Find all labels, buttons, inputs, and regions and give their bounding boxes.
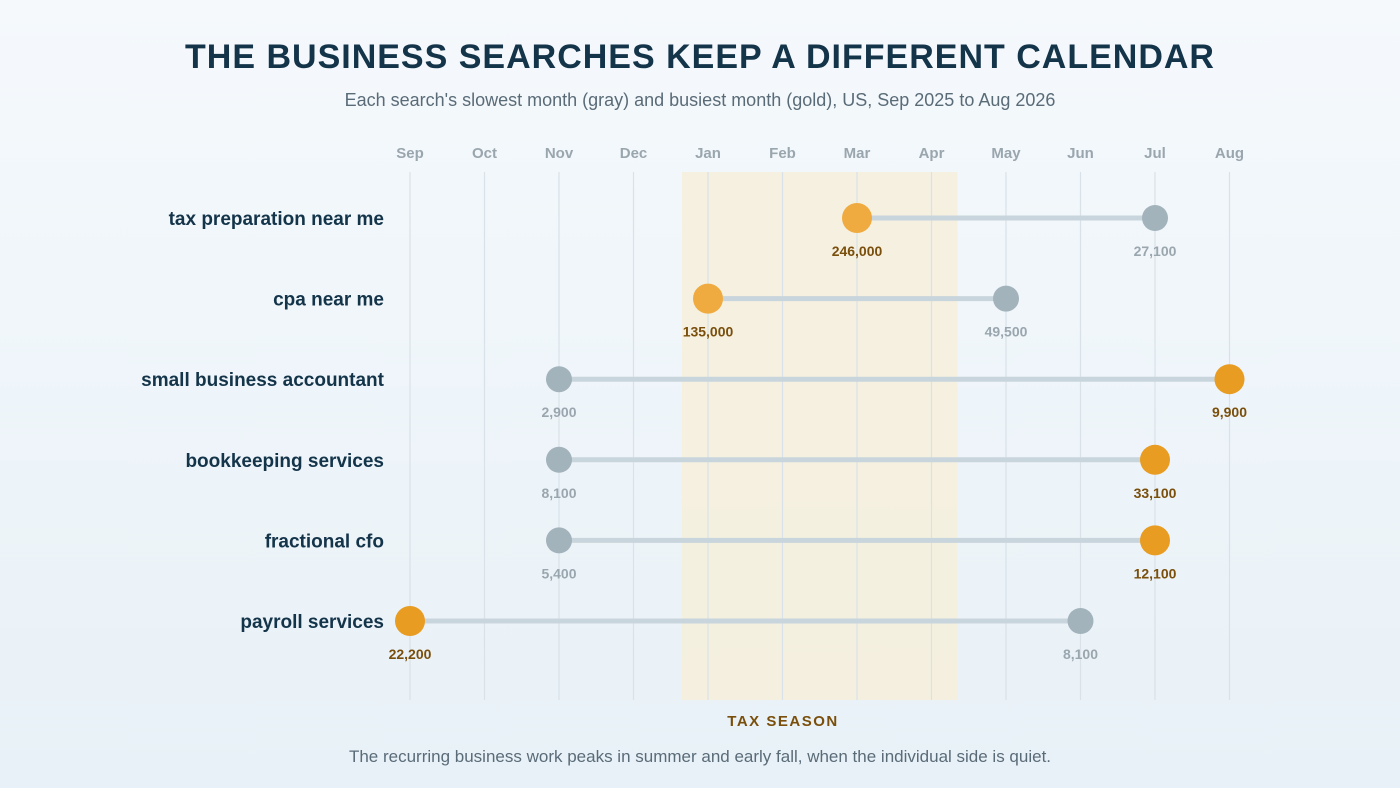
low-value-label: 27,100 [1134,243,1177,259]
dumbbell-rows: tax preparation near me 27,100 246,000 cpa … [141,203,1247,662]
high-value-label: 33,100 [1134,485,1177,501]
low-point [993,285,1019,312]
low-point [1142,205,1168,231]
high-point [395,606,425,636]
series-label: fractional cfo [265,531,384,552]
tax-season-label: TAX SEASON [727,713,838,730]
series-label: payroll services [240,612,384,633]
month-label-apr: Apr [919,145,945,162]
month-label-may: May [991,145,1021,162]
high-point [1214,364,1245,395]
series-row: cpa near me 49,500 135,000 [273,283,1028,340]
series-label: small business accountant [141,370,385,391]
chart-subtitle: Each search's slowest month (gray) and b… [345,90,1056,110]
series-row: bookkeeping services 8,100 33,100 [185,444,1177,501]
month-label-mar: Mar [844,145,871,162]
series-row: fractional cfo 5,400 12,100 [265,525,1177,581]
month-label-sep: Sep [396,145,424,162]
month-label-aug: Aug [1215,145,1244,162]
low-value-label: 2,900 [541,404,576,420]
chart-title: THE BUSINESS SEARCHES KEEP A DIFFERENT C… [185,38,1215,76]
high-value-label: 22,200 [389,646,432,662]
series-label: cpa near me [273,290,384,311]
series-label: tax preparation near me [169,209,384,230]
high-point [1140,444,1170,475]
month-label-jul: Jul [1144,145,1166,162]
low-point [546,446,572,473]
series-row: small business accountant 2,900 9,900 [141,364,1247,420]
low-point [1067,608,1094,634]
high-value-label: 246,000 [832,243,883,259]
high-point [1140,525,1170,556]
low-value-label: 49,500 [985,324,1028,340]
low-value-label: 8,100 [1063,646,1098,662]
high-point [693,283,723,314]
high-value-label: 12,100 [1134,565,1177,581]
month-label-jan: Jan [695,145,721,162]
high-value-label: 135,000 [683,324,734,340]
month-label-nov: Nov [545,145,574,162]
series-label: bookkeeping services [185,451,384,472]
low-point [546,366,572,393]
high-value-label: 9,900 [1212,404,1247,420]
series-row: tax preparation near me 27,100 246,000 [169,203,1177,259]
month-label-dec: Dec [620,145,648,162]
chart-footnote: The recurring business work peaks in sum… [349,747,1051,766]
month-label-feb: Feb [769,145,796,162]
series-row: payroll services 8,100 22,200 [240,606,1098,662]
high-point [842,203,872,233]
low-point [546,527,572,554]
low-value-label: 5,400 [541,565,576,581]
month-label-jun: Jun [1067,145,1094,162]
tax-season-band-layer [682,172,958,700]
month-axis: Sep Oct Nov Dec Jan Feb Mar Apr May Jun Jul Aug [396,145,1244,162]
month-label-oct: Oct [472,145,497,162]
low-value-label: 8,100 [541,485,576,501]
tax-season-band [682,172,958,700]
